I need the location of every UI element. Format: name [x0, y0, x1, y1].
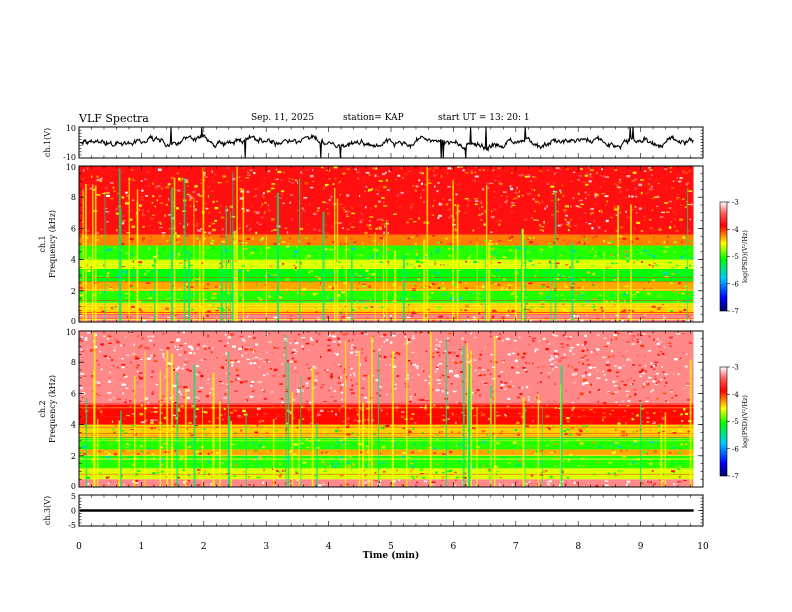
colorbar-ch2 — [719, 366, 728, 477]
x-tick-label: 10 — [697, 542, 709, 552]
y-tick-label: 10 — [66, 328, 76, 337]
colorbar-tick-label: -4 — [732, 226, 739, 234]
spectrum-band — [79, 479, 694, 487]
ch3-waveform-line — [80, 509, 694, 512]
colorbar-ch1 — [719, 201, 728, 312]
y-axis-label: Frequency (kHz) — [48, 375, 57, 443]
spectrum-band — [79, 449, 694, 456]
x-tick-label: 1 — [139, 542, 145, 552]
y-tick-label: 10 — [66, 163, 76, 172]
x-tick-label: 5 — [388, 542, 394, 552]
panel-channel-label: ch.1 — [38, 235, 47, 252]
y-tick-label: -10 — [63, 153, 76, 162]
y-tick-label: 5 — [71, 492, 76, 501]
spectrum-band — [79, 424, 694, 438]
x-axis-label: Time (min) — [363, 550, 420, 561]
x-tick-label: 4 — [326, 542, 332, 552]
y-tick-label: 8 — [71, 193, 76, 202]
station-label: station= KAP — [343, 113, 404, 123]
x-tick-label: 6 — [451, 542, 457, 552]
x-tick-label: 7 — [513, 542, 519, 552]
colorbar-tick-label: -5 — [732, 418, 739, 426]
ch1-waveform-line — [79, 126, 694, 159]
y-tick-label: 10 — [66, 124, 76, 133]
y-tick-label: 0 — [71, 317, 76, 326]
x-tick-label: 2 — [201, 542, 207, 552]
y-tick-label: 4 — [71, 256, 76, 265]
y-tick-label: 6 — [71, 224, 76, 233]
y-tick-label: 2 — [71, 452, 76, 461]
y-tick-label: 4 — [71, 421, 76, 430]
y-tick-label: 6 — [71, 389, 76, 398]
colorbar-tick-label: -7 — [732, 473, 739, 481]
figure-title: VLF Spectra — [79, 112, 149, 125]
x-tick-label: 3 — [263, 542, 269, 552]
panel-channel-label: ch.2 — [38, 400, 47, 417]
colorbar-tick-label: -3 — [732, 199, 739, 207]
y-axis-label: Frequency (kHz) — [48, 210, 57, 278]
spectrogram-ch1 — [79, 166, 703, 323]
colorbar-tick-label: -6 — [732, 280, 739, 288]
y-tick-label: 2 — [71, 287, 76, 296]
colorbar-tick-label: -6 — [732, 445, 739, 453]
y-tick-label: 8 — [71, 358, 76, 367]
y-tick-label: -5 — [68, 521, 76, 530]
y-axis-label: ch.3(V) — [43, 496, 52, 525]
colorbar-tick-label: -5 — [732, 253, 739, 261]
colorbar-tick-label: -4 — [732, 391, 739, 399]
x-tick-label: 0 — [76, 542, 82, 552]
colorbar-tick-label: -3 — [732, 364, 739, 372]
start-time-label: start UT = 13: 20: 1 — [438, 113, 530, 123]
x-tick-label: 9 — [638, 542, 644, 552]
spectrogram-ch2 — [79, 331, 703, 488]
colorbar-label: log(PSD)(V²/Hz) — [741, 395, 749, 448]
spectrum-band — [79, 468, 694, 480]
x-tick-label: 8 — [575, 542, 581, 552]
y-tick-label: 0 — [71, 507, 76, 516]
date-label: Sep. 11, 2025 — [251, 113, 315, 123]
y-axis-label: ch.1(V) — [43, 128, 52, 157]
y-tick-label: 0 — [71, 482, 76, 491]
colorbar-tick-label: -7 — [732, 308, 739, 316]
spectrum-band — [79, 437, 694, 450]
colorbar-label: log(PSD)(V²/Hz) — [741, 230, 749, 283]
